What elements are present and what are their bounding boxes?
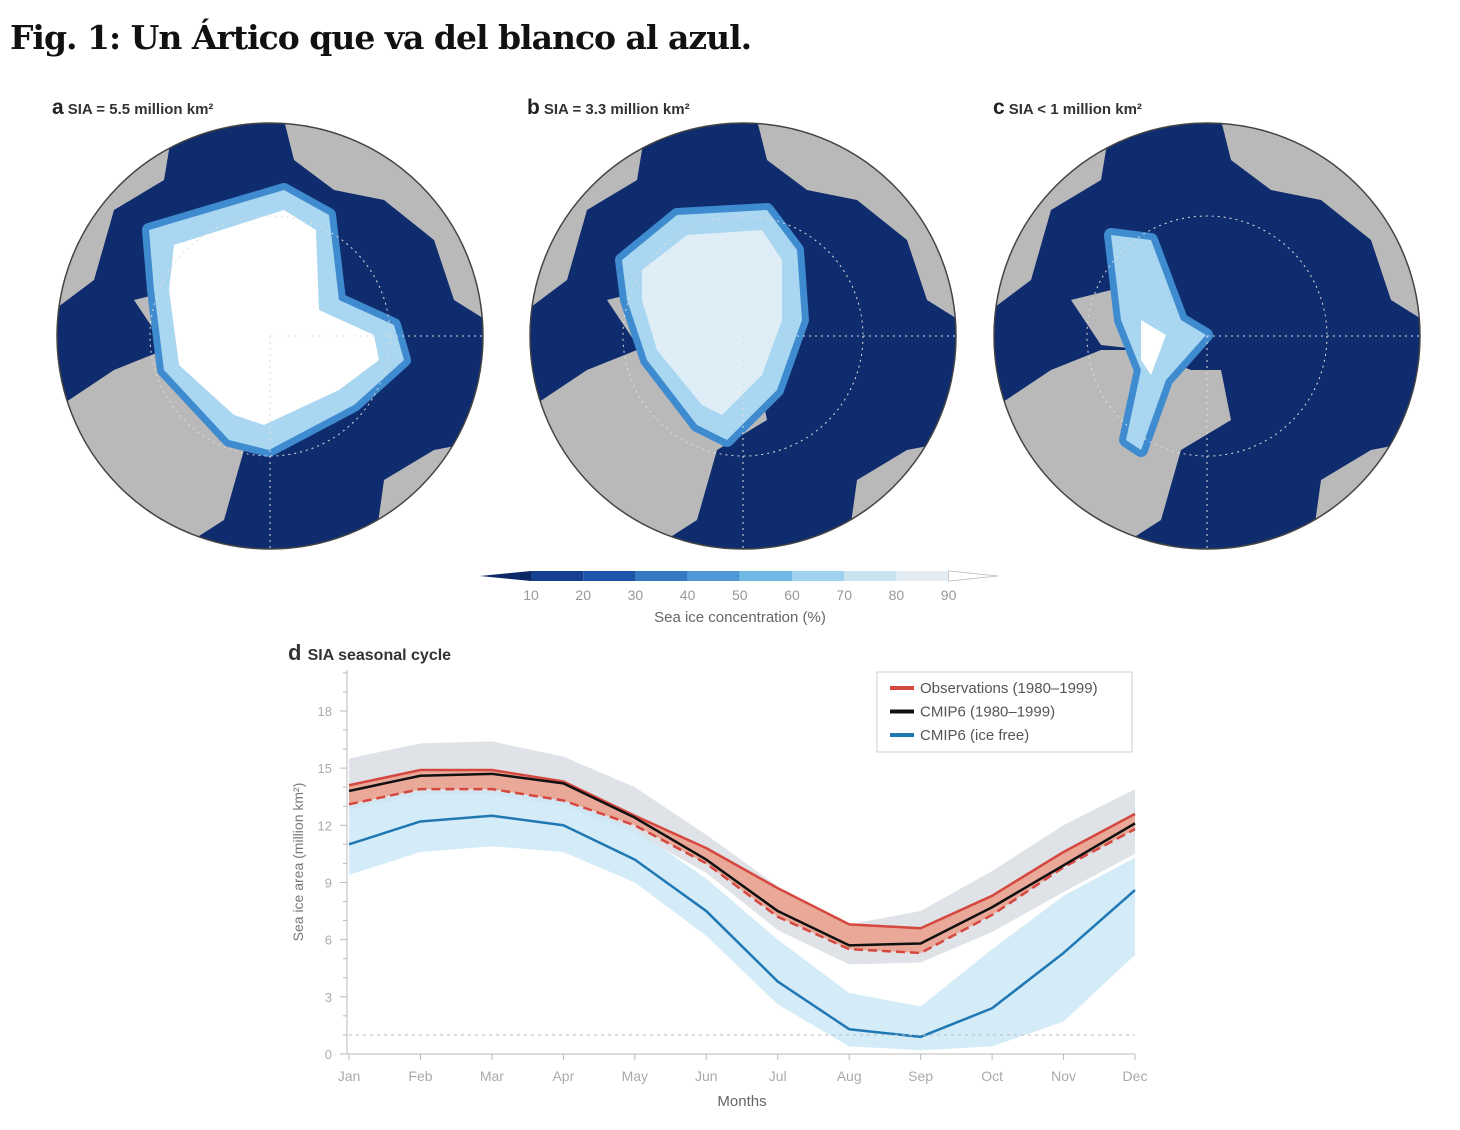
ice-core <box>169 210 379 425</box>
colorbar-tick: 30 <box>628 587 644 603</box>
chart-title-text: SIA seasonal cycle <box>308 647 452 664</box>
colorbar: 10 20 30 40 50 60 70 80 90 Sea ice concentration … <box>480 570 999 626</box>
panel-letter: a <box>52 96 64 119</box>
cmip6-historical-line <box>348 772 1136 947</box>
colorbar-segment <box>896 571 949 581</box>
panel-letter: b <box>527 96 540 119</box>
x-tick-label: Sep <box>908 1068 933 1084</box>
colorbar-segment <box>792 571 845 581</box>
colorbar-tick: 90 <box>941 587 957 603</box>
colorbar-high-arrow <box>948 570 999 582</box>
sia-seasonal-chart: d SIA seasonal cycle 0 3 6 9 12 15 18 Jan Feb Mar A… <box>288 640 1148 1110</box>
map-content <box>994 123 1420 549</box>
cmip6-icefree-line <box>348 814 1136 1039</box>
panel-caption: SIA = 3.3 million km² <box>543 101 690 118</box>
panel-letter: c <box>993 96 1005 119</box>
legend-label: Observations (1980–1999) <box>920 680 1098 697</box>
y-tick-label: 18 <box>318 704 332 719</box>
map-border <box>56 122 484 550</box>
map-panel-b <box>529 122 957 550</box>
y-tick-label: 6 <box>325 933 332 948</box>
colorbar-tick: 80 <box>889 587 905 603</box>
x-tick-label: Feb <box>408 1068 432 1084</box>
panel-caption: SIA < 1 million km² <box>1008 101 1142 118</box>
colorbar-segment <box>739 571 792 581</box>
panel-letter: d <box>288 640 308 665</box>
x-tick-label: Jan <box>338 1068 361 1084</box>
x-tick-label: Jun <box>695 1068 718 1084</box>
colorbar-tick: 40 <box>680 587 696 603</box>
colorbar-low-arrow <box>480 571 531 581</box>
colorbar-segment <box>635 571 688 581</box>
observations-dashed-line <box>348 787 1136 955</box>
colorbar-segment <box>531 571 584 581</box>
y-tick-label: 15 <box>318 761 332 776</box>
y-tick-label: 0 <box>325 1047 332 1062</box>
x-tick-label: Aug <box>837 1068 862 1084</box>
panel-caption: SIA = 5.5 million km² <box>67 101 214 118</box>
figure-title: Fig. 1: Un Ártico que va del blanco al a… <box>10 18 752 57</box>
colorbar-tick: 20 <box>575 587 591 603</box>
x-tick-label: Jul <box>769 1068 787 1084</box>
legend-label: CMIP6 (ice free) <box>920 727 1029 744</box>
colorbar-tick: 10 <box>523 587 539 603</box>
x-tick-label: May <box>622 1068 648 1084</box>
y-axis-label: Sea ice area (million km²) <box>290 783 306 942</box>
legend-box <box>876 671 1133 753</box>
observations-band <box>349 770 1135 953</box>
panel-b-label: b SIA = 3.3 million km² <box>527 96 690 120</box>
map-border <box>529 122 957 550</box>
map-content <box>530 123 956 549</box>
panel-c-label: c SIA < 1 million km² <box>993 96 1142 120</box>
map-panel-a <box>56 122 484 550</box>
observations-line <box>348 768 1136 930</box>
x-tick-label: Oct <box>981 1068 1003 1084</box>
chart-title: d SIA seasonal cycle <box>288 640 451 665</box>
colorbar-tick: 60 <box>784 587 800 603</box>
y-tick-label: 12 <box>318 818 332 833</box>
x-tick-label: Mar <box>480 1068 504 1084</box>
panel-a-label: a SIA = 5.5 million km² <box>52 96 213 120</box>
ice-core <box>1141 320 1166 375</box>
colorbar-segment <box>583 571 636 581</box>
x-tick-label: Dec <box>1123 1068 1148 1084</box>
x-tick-label: Apr <box>552 1068 574 1084</box>
colorbar-segment <box>844 571 897 581</box>
cmip6-icefree-band <box>349 790 1135 1051</box>
colorbar-label: Sea ice concentration (%) <box>654 609 826 626</box>
x-axis-label: Months <box>717 1093 766 1110</box>
map-panel-c <box>993 122 1421 550</box>
colorbar-tick: 50 <box>732 587 748 603</box>
ice-core <box>642 230 782 415</box>
map-border <box>993 122 1421 550</box>
legend-label: CMIP6 (1980–1999) <box>920 704 1055 721</box>
x-tick-label: Nov <box>1051 1068 1076 1084</box>
map-content <box>57 123 483 549</box>
y-tick-label: 9 <box>325 875 332 890</box>
colorbar-tick: 70 <box>836 587 852 603</box>
y-tick-label: 3 <box>325 990 332 1005</box>
colorbar-segment <box>687 571 740 581</box>
